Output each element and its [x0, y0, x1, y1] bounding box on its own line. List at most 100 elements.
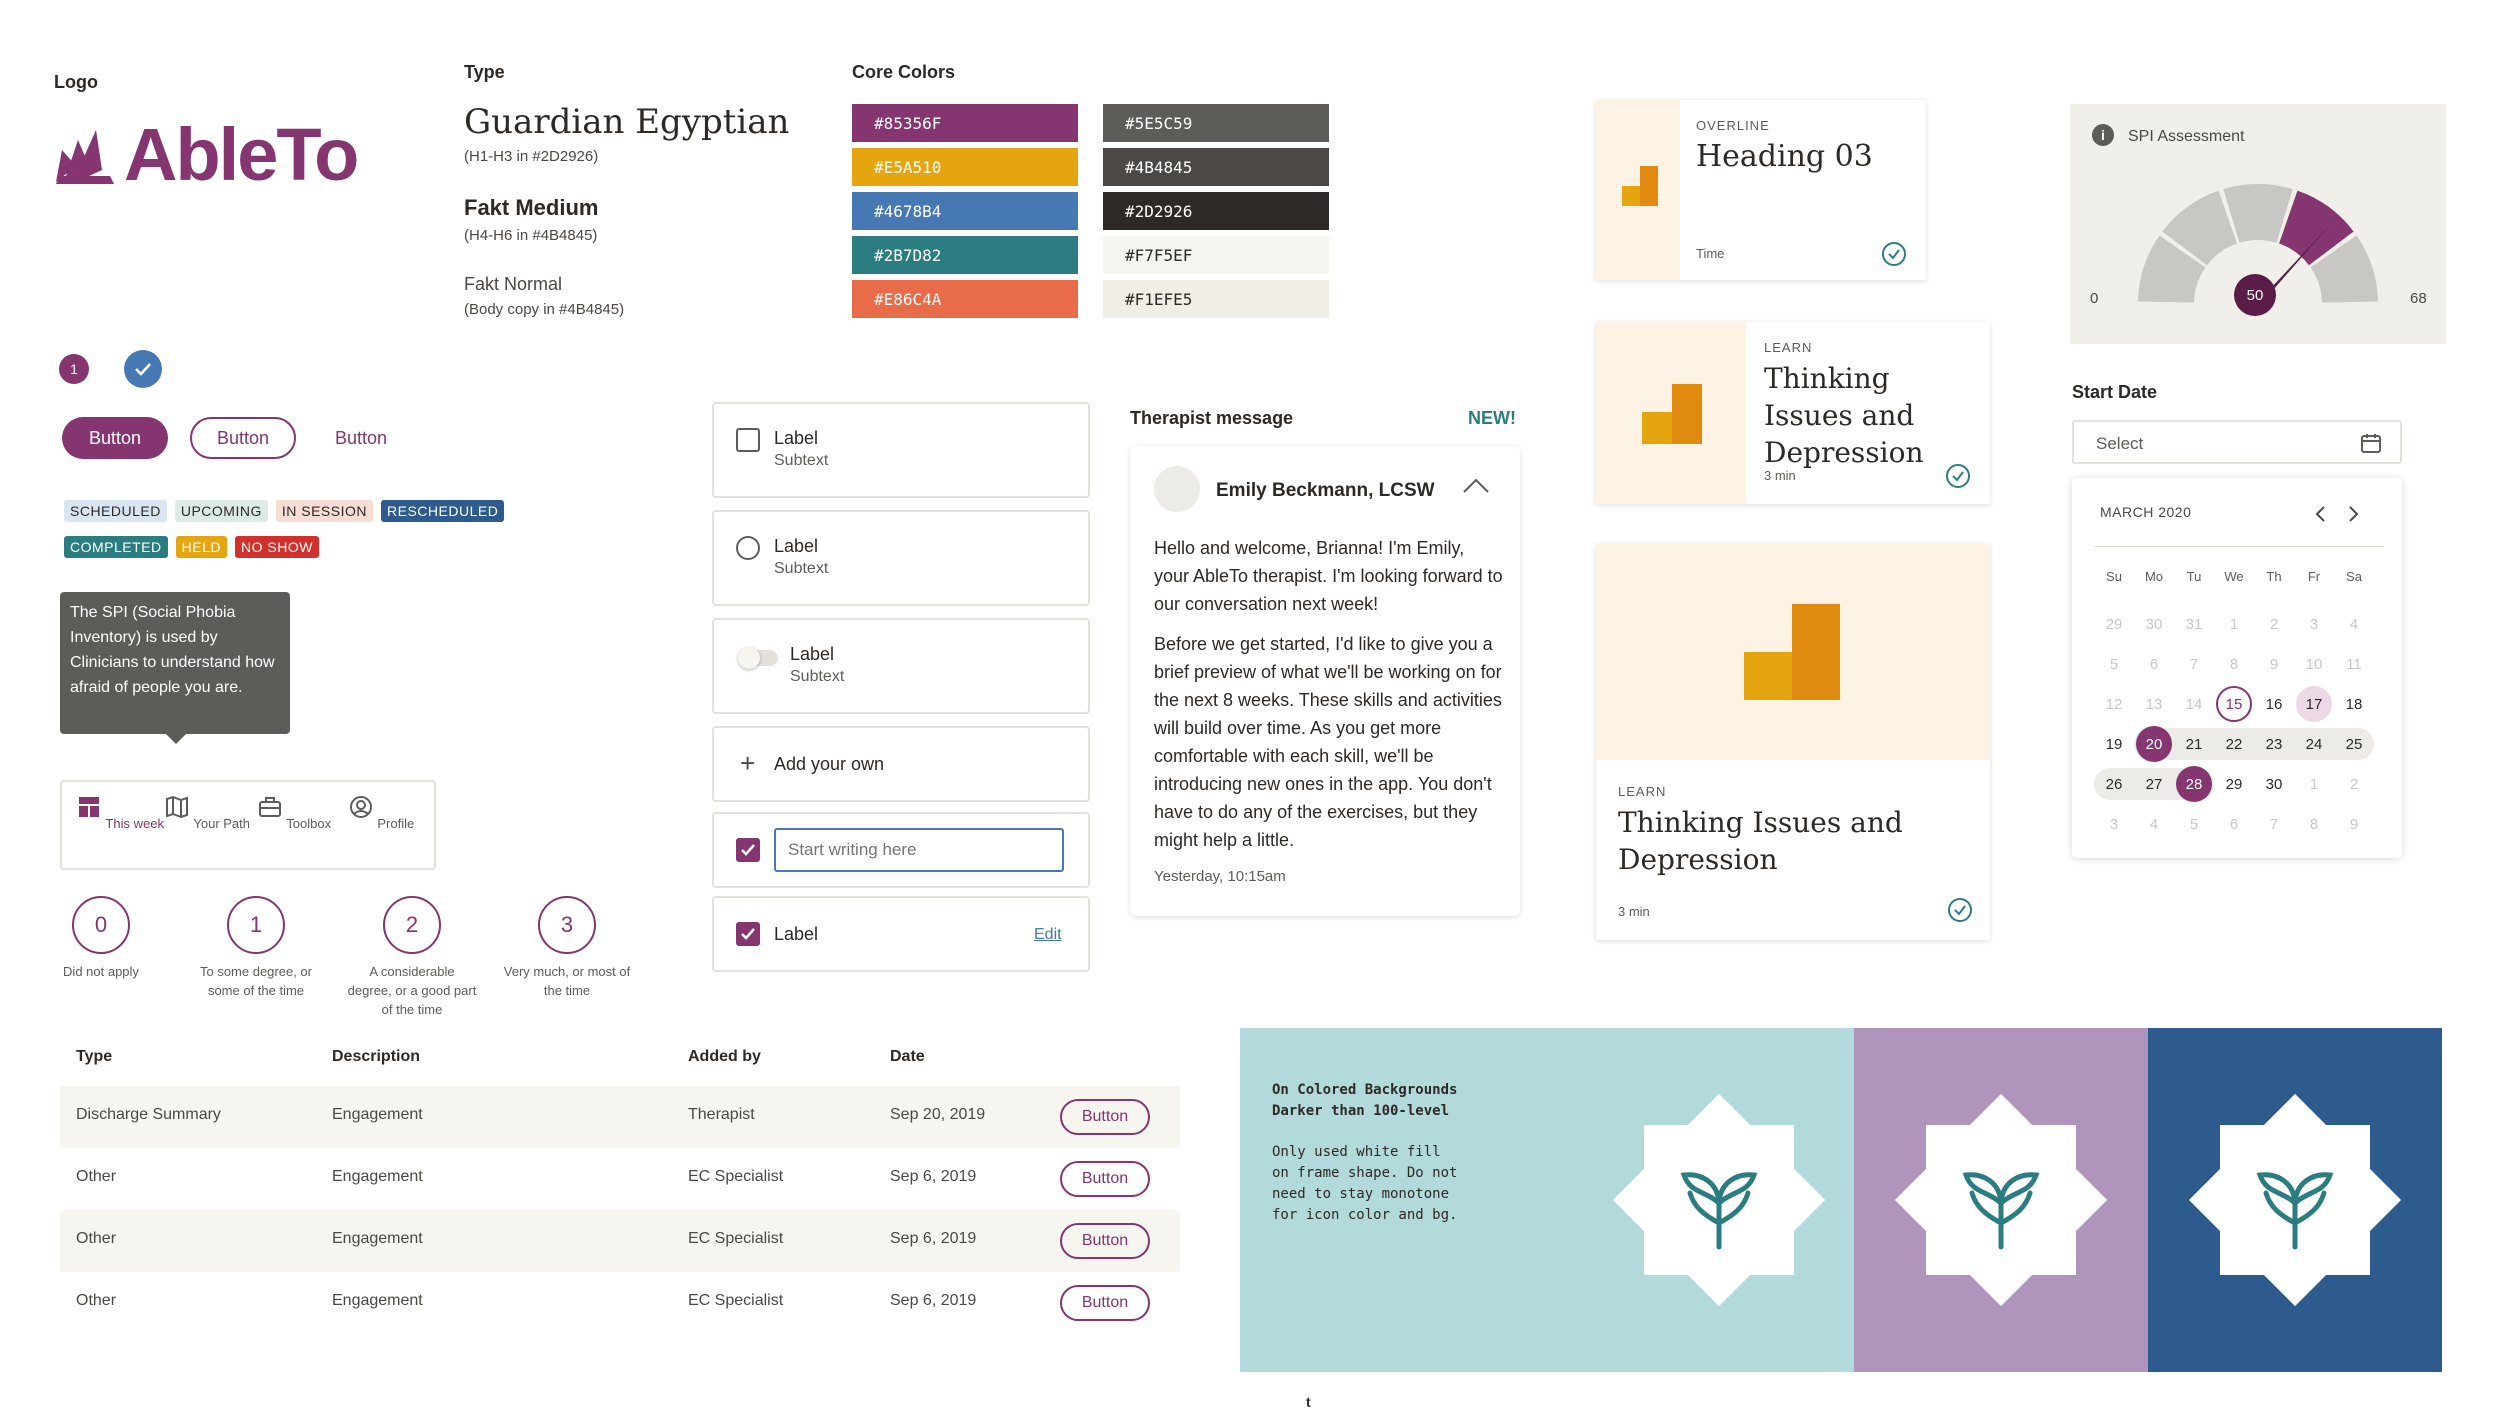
chevron-right-icon[interactable]	[2346, 504, 2362, 524]
calendar-day[interactable]: 22	[2225, 735, 2243, 753]
calendar-day[interactable]: 2	[2269, 615, 2279, 633]
rating-scale: 0 Did not apply 1 To some degree, or som…	[40, 896, 660, 1017]
card-thumbnail	[1596, 100, 1680, 280]
secondary-button[interactable]: Button	[190, 417, 296, 459]
scale-option-2[interactable]: 2	[383, 896, 441, 954]
weekday-label: We	[2224, 568, 2244, 584]
row-action-button[interactable]: Button	[1060, 1099, 1150, 1135]
calendar-day[interactable]: 26	[2105, 775, 2123, 793]
edit-link[interactable]: Edit	[1034, 926, 1062, 943]
toggle-option-card[interactable]: Label Subtext	[712, 618, 1090, 714]
calendar-day[interactable]: 11	[2346, 655, 2362, 673]
table-cell: Other	[76, 1230, 117, 1247]
scale-option-0[interactable]: 0	[72, 896, 130, 954]
calendar-day[interactable]: 21	[2185, 735, 2203, 753]
badge-rescheduled: RESCHEDULED	[381, 500, 505, 522]
toggle-switch[interactable]	[738, 647, 778, 669]
card-thumbnail	[1596, 322, 1746, 504]
calendar-day[interactable]: 16	[2265, 695, 2283, 713]
table-cell: Other	[76, 1168, 117, 1185]
row-action-button[interactable]: Button	[1060, 1223, 1150, 1259]
calendar-day[interactable]: 4	[2149, 815, 2159, 833]
calendar-day[interactable]: 5	[2189, 815, 2199, 833]
date-range-band	[2134, 728, 2374, 760]
badge-held: HELD	[175, 536, 227, 558]
calendar-day[interactable]: 2	[2349, 775, 2359, 793]
avatar	[1154, 466, 1200, 512]
calendar-day[interactable]: 24	[2305, 735, 2323, 753]
table-cell: Other	[76, 1292, 117, 1309]
content-card-large[interactable]: LEARN Thinking Issues and Depression 3 m…	[1596, 544, 1990, 940]
calendar-day[interactable]: 31	[2185, 615, 2203, 633]
calendar-day[interactable]: 8	[2229, 655, 2239, 673]
calendar-day[interactable]: 20	[2136, 726, 2172, 762]
chevron-up-icon[interactable]	[1462, 476, 1490, 494]
calendar-day[interactable]: 6	[2229, 815, 2239, 833]
text-button[interactable]: Button	[334, 427, 388, 448]
bar-illustration-icon	[1642, 384, 1702, 444]
calendar-day[interactable]: 25	[2345, 735, 2363, 753]
custom-entry-checkbox[interactable]	[736, 838, 760, 862]
calendar-day[interactable]: 17	[2296, 686, 2332, 722]
info-icon[interactable]: i	[2092, 124, 2114, 146]
calendar-day[interactable]: 8	[2309, 815, 2319, 833]
therapist-message-heading: Therapist message	[1130, 408, 1294, 428]
checked-option-card[interactable]: Label Edit	[712, 896, 1090, 972]
scale-option-1[interactable]: 1	[227, 896, 285, 954]
nav-your-path[interactable]: Your Path	[162, 794, 252, 831]
nav-toolbox[interactable]: Toolbox	[249, 794, 339, 831]
calendar-day[interactable]: 13	[2145, 695, 2163, 713]
calendar-day[interactable]: 4	[2349, 615, 2359, 633]
calendar-day[interactable]: 3	[2109, 815, 2119, 833]
calendar-day[interactable]: 18	[2345, 695, 2363, 713]
nav-this-week[interactable]: This week	[75, 794, 165, 831]
add-your-own-card[interactable]: + Add your own	[712, 726, 1090, 802]
calendar-day[interactable]: 7	[2189, 655, 2199, 673]
calendar-day[interactable]: 1	[2229, 615, 2239, 633]
badges-row-1: SCHEDULED UPCOMING IN SESSION RESCHEDULE…	[64, 500, 505, 522]
calendar-day[interactable]: 29	[2105, 615, 2123, 633]
scale-option-3[interactable]: 3	[538, 896, 596, 954]
card-overline: LEARN	[1618, 784, 1667, 799]
checkbox[interactable]	[736, 428, 760, 452]
content-card-medium[interactable]: LEARN Thinking Issues and Depression 3 m…	[1596, 322, 1990, 504]
primary-button[interactable]: Button	[62, 417, 168, 459]
calendar-day[interactable]: 14	[2185, 695, 2203, 713]
calendar-day[interactable]: 12	[2105, 695, 2123, 713]
card-hero	[1596, 544, 1990, 760]
checkbox-option-card[interactable]: Label Subtext	[712, 402, 1090, 498]
radio-option-card[interactable]: Label Subtext	[712, 510, 1090, 606]
nav-profile[interactable]: Profile	[336, 794, 426, 831]
chevron-left-icon[interactable]	[2312, 504, 2328, 524]
radio-button[interactable]	[736, 536, 760, 560]
calendar-day[interactable]: 1	[2309, 775, 2319, 793]
logo-wordmark: AbleTo	[124, 113, 359, 196]
calendar-day[interactable]: 23	[2265, 735, 2283, 753]
card-heading: Thinking Issues and Depression	[1764, 362, 1924, 469]
type-specimens: Guardian Egyptian (H1-H3 in #2D2926) Fak…	[464, 102, 789, 318]
calendar-icon[interactable]	[2360, 432, 2382, 454]
calendar-day[interactable]: 28	[2176, 766, 2212, 802]
calendar-day[interactable]: 29	[2225, 775, 2243, 793]
calendar-day[interactable]: 5	[2109, 655, 2119, 673]
weekday-label: Fr	[2307, 568, 2321, 584]
custom-entry-input[interactable]	[774, 828, 1064, 872]
content-card-small[interactable]: OVERLINE Heading 03 Time	[1596, 100, 1926, 280]
calendar-day[interactable]: 30	[2145, 615, 2163, 633]
column-header-description: Description	[332, 1048, 421, 1065]
colored-panel-purple	[1854, 1028, 2148, 1372]
calendar-day[interactable]: 30	[2265, 775, 2283, 793]
calendar-day[interactable]: 6	[2149, 655, 2159, 673]
calendar-day[interactable]: 9	[2269, 655, 2279, 673]
calendar-day[interactable]: 10	[2305, 655, 2323, 673]
start-date-input[interactable]: Select	[2072, 420, 2402, 464]
calendar-day[interactable]: 15	[2216, 686, 2252, 722]
row-action-button[interactable]: Button	[1060, 1285, 1150, 1321]
row-action-button[interactable]: Button	[1060, 1161, 1150, 1197]
calendar-day[interactable]: 9	[2349, 815, 2359, 833]
calendar-day[interactable]: 7	[2269, 815, 2279, 833]
calendar-day[interactable]: 27	[2145, 775, 2163, 793]
calendar-day[interactable]: 19	[2105, 735, 2123, 753]
calendar-day[interactable]: 3	[2309, 615, 2319, 633]
checked-checkbox[interactable]	[736, 922, 760, 946]
